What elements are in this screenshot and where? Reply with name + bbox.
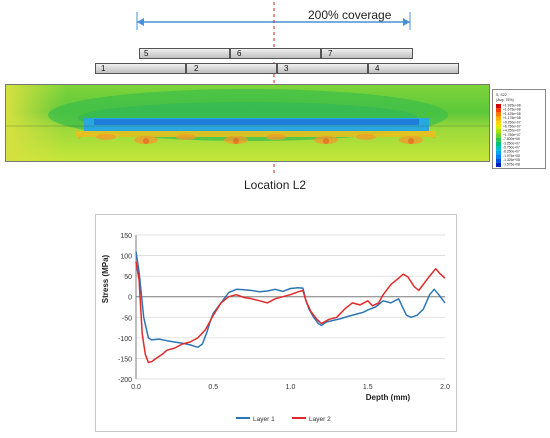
legend-swatch: [496, 146, 501, 151]
lane-4: 4: [368, 63, 459, 74]
lane-2: 2: [186, 63, 277, 74]
x-tick-label: 0.5: [208, 384, 218, 391]
contour-legend-svg: S, S22(Avg: 75%) +1.925e+08+1.675e+08+1.4…: [496, 93, 521, 167]
legend-swatch: [496, 116, 501, 121]
legend-value: -1.575e+08: [503, 162, 520, 166]
lane-label-1: 1: [101, 64, 106, 73]
x-tick-label: 1.5: [363, 384, 373, 391]
y-tick-label: 50: [124, 274, 132, 281]
legend-swatch: [496, 158, 501, 163]
lane-label-4: 4: [375, 64, 380, 73]
legend-value: +1.675e+08: [503, 108, 521, 112]
y-tick-label: -100: [118, 336, 132, 343]
legend-label-2: Layer 2: [309, 416, 331, 423]
legend-swatch: [496, 104, 501, 109]
legend-swatch: [496, 141, 501, 146]
legend-swatch: [496, 120, 501, 125]
legend-label-1: Layer 1: [253, 416, 275, 423]
legend-value: -8.250e+07: [503, 150, 520, 154]
location-label: Location L2: [244, 178, 307, 192]
stress-contour-svg: [6, 85, 489, 161]
legend-swatch: [496, 137, 501, 142]
legend-swatch: [496, 133, 501, 138]
legend-value: -7.500e+06: [503, 137, 520, 141]
lane-5: 5: [139, 48, 230, 59]
stress-depth-chart: -200 -150 -100 -50 0 50 100 150 0.0 0.5 1.0 1.5 2.0 D…: [95, 214, 457, 432]
contour-legend: S, S22 (Avg: 75%) +1.925e+08 +1.675e+08 +1.4…: [492, 89, 546, 169]
arrow-left-icon: [137, 18, 144, 26]
series-line-2: [135, 261, 446, 364]
lane-label-5: 5: [144, 49, 149, 58]
legend-value: -3.250e+07: [503, 141, 520, 145]
y-tick-label: -200: [118, 377, 132, 384]
y-tick-label: 150: [120, 233, 132, 240]
legend-swatch: [496, 108, 501, 113]
lane-7: 7: [321, 48, 413, 59]
x-tick-label: 0.0: [131, 384, 141, 391]
lane-3: 3: [277, 63, 368, 74]
y-tick-label: 0: [128, 295, 132, 302]
lane-label-6: 6: [237, 49, 242, 58]
lane-1: 1: [95, 63, 186, 74]
series-line-1: [135, 251, 446, 349]
legend-value: -5.750e+07: [503, 146, 520, 150]
legend-value: +1.425e+08: [503, 112, 521, 116]
coverage-label: 200% coverage: [308, 8, 392, 22]
lane-6: 6: [230, 48, 321, 59]
y-axis-title: Stress (MPa): [101, 254, 110, 303]
y-tick-label: 100: [120, 254, 132, 261]
legend-swatch: [496, 154, 501, 159]
legend-value: +9.250e+07: [503, 120, 521, 124]
legend-value: +1.750e+07: [503, 133, 521, 137]
legend-swatch: [496, 125, 501, 130]
y-tick-label: -50: [122, 315, 132, 322]
legend-swatch: [496, 112, 501, 117]
legend-swatch: [496, 162, 501, 167]
y-tick-label: -150: [118, 356, 132, 363]
legend-title-line: (Avg: 75%): [496, 98, 514, 102]
chart-svg: -200 -150 -100 -50 0 50 100 150 0.0 0.5 1.0 1.5 2.0 D…: [101, 233, 450, 423]
legend-value: -1.325e+08: [503, 158, 520, 162]
arrow-right-icon: [403, 18, 410, 26]
legend-value: +1.925e+08: [503, 104, 521, 108]
lane-label-2: 2: [194, 64, 199, 73]
legend-swatch: [496, 129, 501, 134]
lane-label-3: 3: [284, 64, 289, 73]
legend-value: -1.075e+08: [503, 154, 520, 158]
lane-label-7: 7: [328, 49, 333, 58]
x-tick-label: 1.0: [286, 384, 296, 391]
legend-swatch: [496, 150, 501, 155]
legend-value: +4.250e+07: [503, 129, 521, 133]
legend-value: +6.750e+07: [503, 125, 521, 129]
legend-title-line: S, S22: [496, 93, 507, 97]
x-axis-title: Depth (mm): [366, 393, 411, 402]
legend-value: +1.175e+08: [503, 116, 521, 120]
x-tick-label: 2.0: [440, 384, 450, 391]
stress-field-image: [5, 84, 490, 162]
